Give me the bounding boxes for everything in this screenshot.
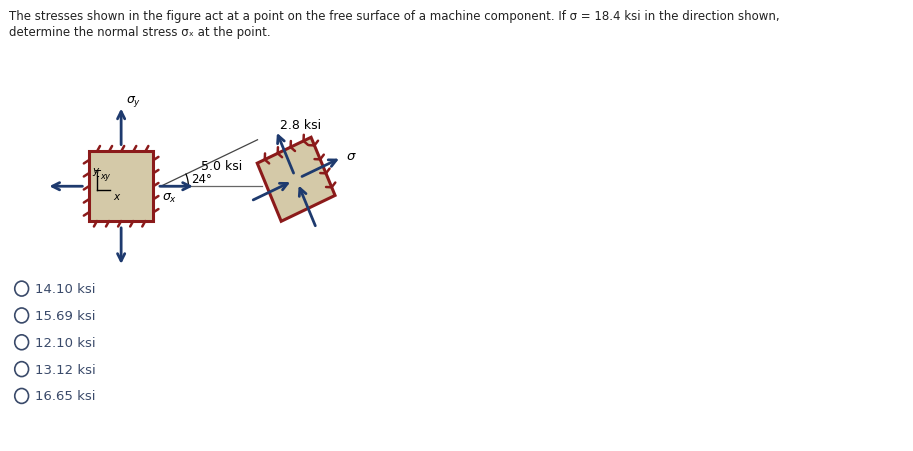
Text: 13.12 ksi: 13.12 ksi bbox=[36, 363, 96, 376]
Text: $\sigma_x$: $\sigma_x$ bbox=[162, 192, 177, 205]
Text: 5.0 ksi: 5.0 ksi bbox=[201, 160, 243, 173]
Text: $\tau_{xy}$: $\tau_{xy}$ bbox=[92, 168, 111, 183]
Text: The stresses shown in the figure act at a point on the free surface of a machine: The stresses shown in the figure act at … bbox=[9, 10, 780, 23]
Text: determine the normal stress σₓ at the point.: determine the normal stress σₓ at the po… bbox=[9, 26, 270, 39]
Text: 14.10 ksi: 14.10 ksi bbox=[36, 282, 96, 295]
Polygon shape bbox=[257, 138, 335, 222]
Text: x: x bbox=[113, 192, 119, 202]
Text: 24°: 24° bbox=[191, 173, 212, 186]
Text: $\sigma_y$: $\sigma_y$ bbox=[126, 93, 141, 109]
Text: 12.10 ksi: 12.10 ksi bbox=[36, 336, 96, 349]
Polygon shape bbox=[89, 152, 153, 221]
Text: $\sigma$: $\sigma$ bbox=[346, 150, 357, 163]
Text: 2.8 ksi: 2.8 ksi bbox=[279, 119, 320, 132]
Text: 15.69 ksi: 15.69 ksi bbox=[36, 309, 96, 322]
Text: y: y bbox=[92, 166, 99, 176]
Text: 16.65 ksi: 16.65 ksi bbox=[36, 390, 96, 403]
